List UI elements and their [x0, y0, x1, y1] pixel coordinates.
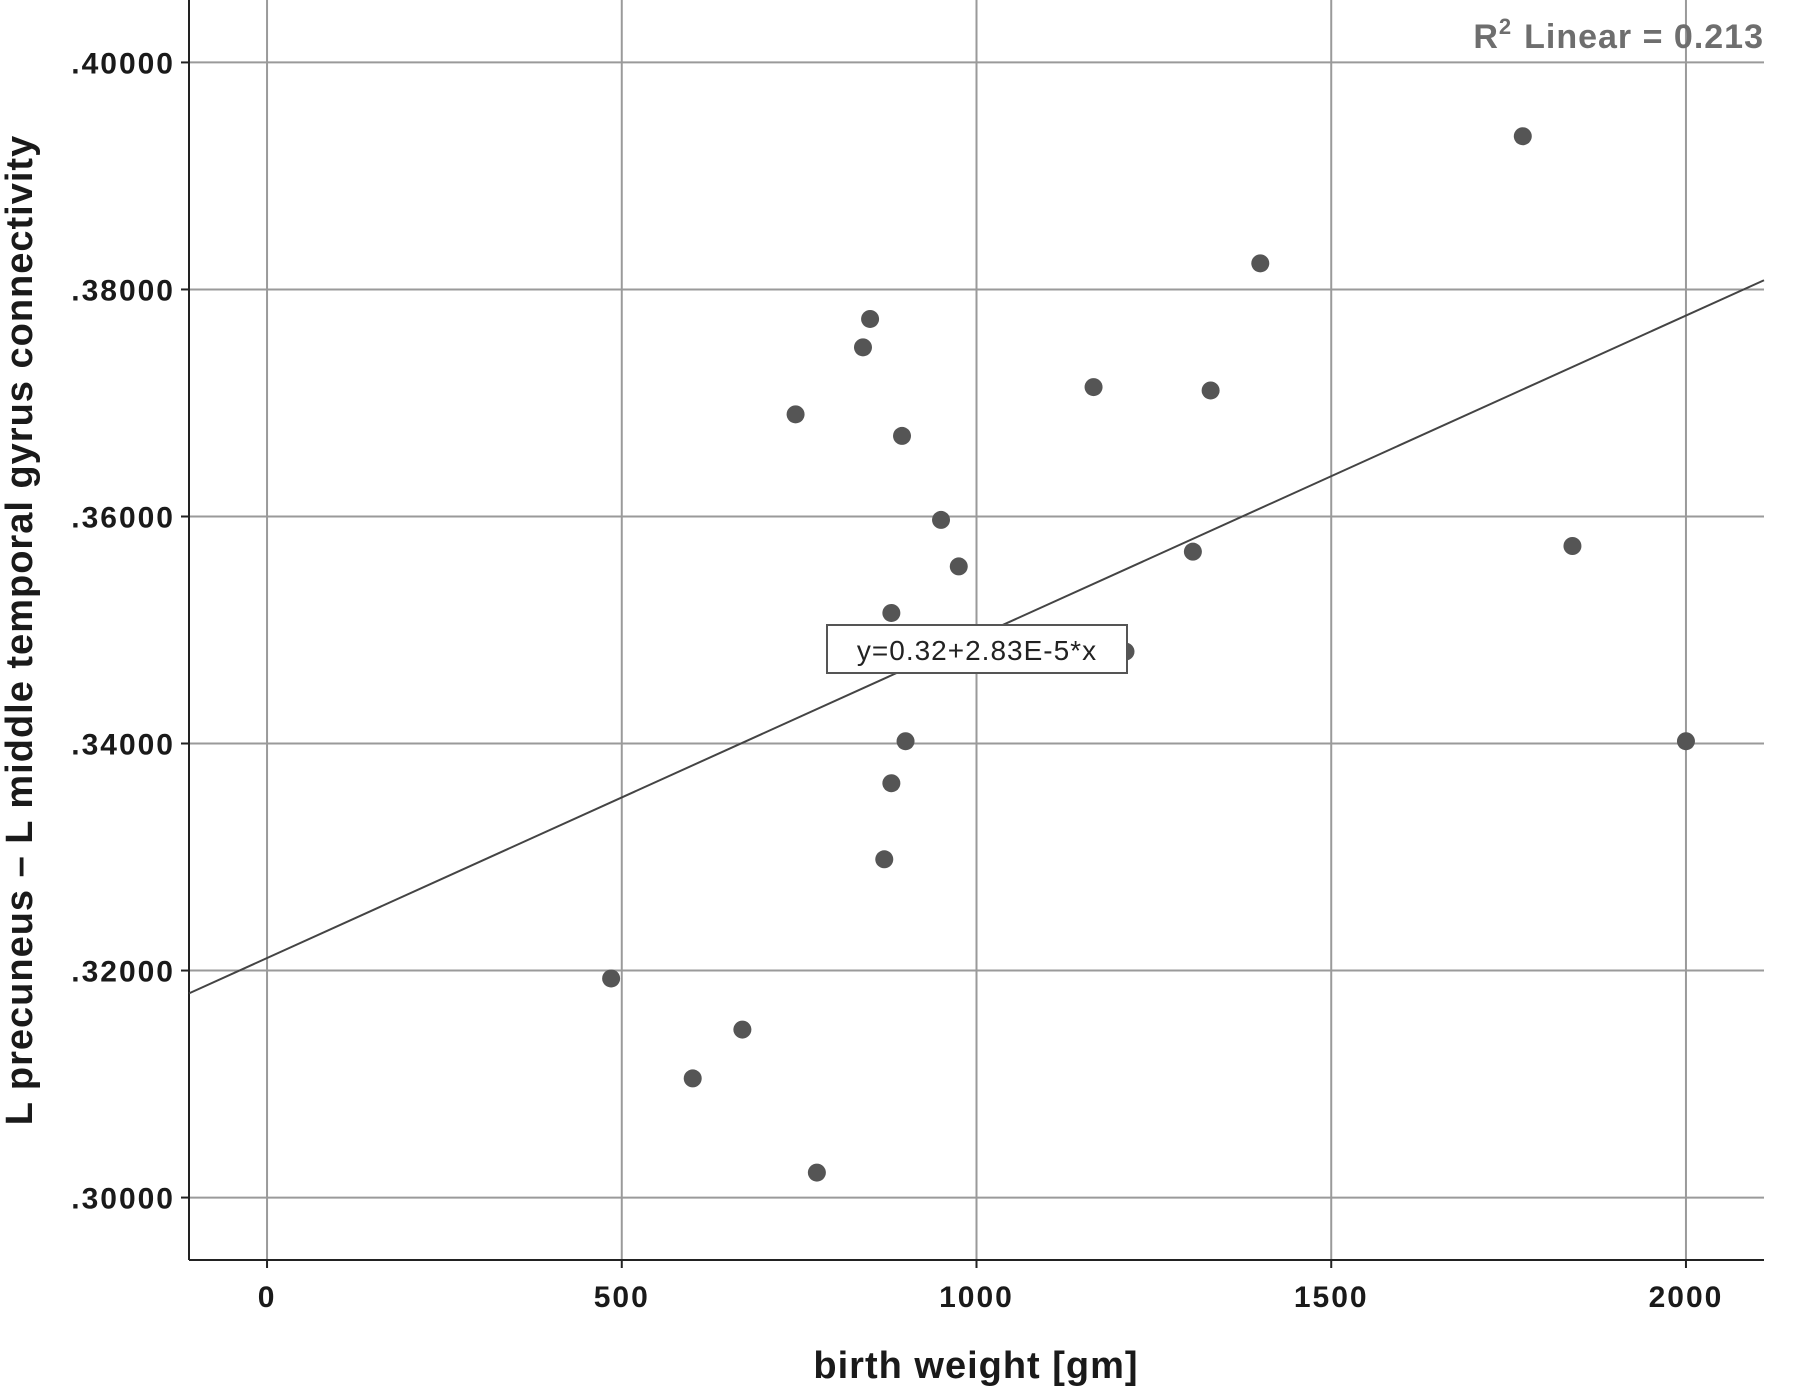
data-point — [602, 969, 621, 988]
data-point — [1251, 254, 1270, 273]
r2-prefix: R — [1473, 18, 1499, 56]
x-tick-label: 500 — [594, 1281, 650, 1314]
data-point — [1676, 732, 1695, 751]
data-point — [683, 1069, 702, 1088]
r2-label: R2 Linear = 0.213 — [1473, 14, 1764, 56]
data-point — [786, 405, 805, 424]
data-point — [1563, 537, 1582, 555]
data-point — [893, 426, 912, 445]
y-tick-label: .30000 — [71, 1183, 175, 1216]
x-tick-label: 1000 — [939, 1281, 1014, 1314]
equation-label: y=0.32+2.83E-5*x — [857, 635, 1097, 666]
x-tick-label: 0 — [258, 1281, 277, 1314]
data-point — [875, 850, 894, 869]
y-tick-label: .34000 — [71, 729, 175, 762]
data-point — [807, 1163, 826, 1182]
data-point — [853, 338, 872, 357]
y-axis-label: L precuneus – L middle temporal gyrus co… — [0, 135, 41, 1125]
equation-box: y=0.32+2.83E-5*x — [826, 624, 1128, 674]
equation-box-frame — [826, 624, 1128, 674]
x-tick-label: 2000 — [1649, 1281, 1724, 1314]
data-point — [882, 774, 901, 793]
data-point — [861, 309, 880, 328]
data-point — [1084, 378, 1103, 397]
data-point — [1513, 127, 1532, 146]
data-point — [932, 510, 951, 529]
x-axis-label: birth weight [gm] — [813, 1345, 1138, 1387]
data-point — [1183, 542, 1202, 561]
data-point — [733, 1020, 752, 1039]
data-point — [882, 603, 901, 622]
data-point — [896, 732, 915, 751]
r2-superscript: 2 — [1499, 14, 1512, 39]
r2-value: Linear = 0.213 — [1524, 18, 1764, 56]
x-tick-label: 1500 — [1294, 1281, 1369, 1314]
data-point — [949, 557, 968, 576]
axes — [188, 0, 1764, 1261]
y-tick-label: .36000 — [71, 501, 175, 534]
y-tick-label: .38000 — [71, 274, 175, 307]
tick-labels: 0 500 1000 1500 2000 .30000 .32000 .34000 .36000… — [71, 47, 1724, 1314]
y-tick-label: .32000 — [71, 956, 175, 989]
y-tick-label: .40000 — [71, 47, 175, 80]
data-point — [1201, 381, 1220, 400]
